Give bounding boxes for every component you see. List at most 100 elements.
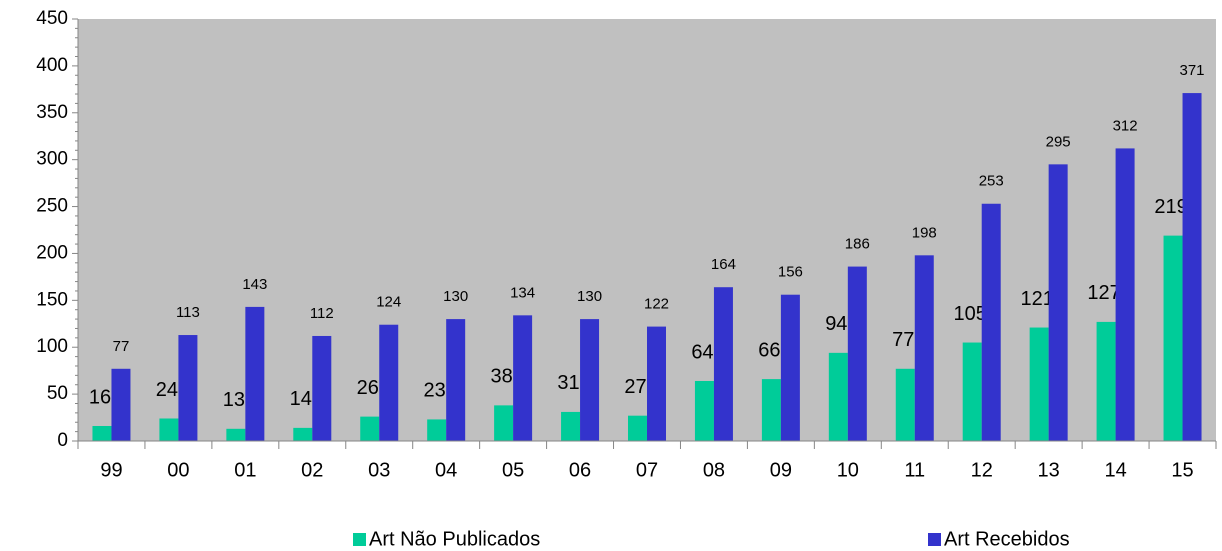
x-tick-label: 09 — [770, 459, 792, 481]
x-tick-label: 99 — [100, 459, 122, 481]
value-label: 121 — [1020, 288, 1053, 310]
value-label: 26 — [357, 377, 379, 399]
value-label: 130 — [577, 288, 602, 305]
bar — [561, 411, 581, 441]
bar — [780, 294, 800, 441]
bar — [1163, 235, 1183, 441]
y-tick-label: 400 — [36, 55, 68, 76]
y-tick-label: 150 — [36, 289, 68, 310]
bar — [847, 266, 867, 441]
y-tick-label: 250 — [36, 196, 68, 217]
bar — [245, 306, 265, 441]
x-tick-label: 12 — [971, 459, 993, 481]
bar — [159, 418, 179, 441]
bar — [178, 335, 198, 441]
value-label: 23 — [424, 380, 446, 402]
bar — [1048, 164, 1068, 441]
bar — [1115, 148, 1135, 441]
bar — [713, 287, 733, 441]
bar — [580, 319, 600, 441]
x-tick-label: 06 — [569, 459, 591, 481]
legend-swatch — [928, 533, 941, 546]
bar — [379, 324, 399, 441]
bar — [694, 380, 714, 441]
bar — [312, 335, 332, 441]
value-label: 186 — [845, 236, 870, 253]
value-label: 156 — [778, 264, 803, 281]
value-label: 66 — [758, 339, 780, 361]
y-tick-label: 300 — [36, 149, 68, 170]
value-label: 219 — [1154, 196, 1187, 218]
bar — [895, 368, 915, 441]
value-label: 77 — [113, 338, 130, 355]
value-label: 130 — [443, 288, 468, 305]
value-label: 27 — [624, 376, 646, 398]
x-tick-label: 05 — [502, 459, 524, 481]
bar — [360, 416, 380, 441]
bar — [494, 405, 514, 441]
y-tick-label: 350 — [36, 102, 68, 123]
x-tick-label: 04 — [435, 459, 457, 481]
y-tick-label: 50 — [47, 383, 68, 404]
bar — [513, 315, 533, 441]
bar — [293, 427, 313, 441]
bar — [761, 379, 781, 441]
value-label: 198 — [912, 224, 937, 241]
value-label: 122 — [644, 296, 669, 313]
value-label: 164 — [711, 256, 736, 273]
value-label: 16 — [89, 386, 111, 408]
y-tick-label: 450 — [36, 8, 68, 29]
value-label: 94 — [825, 313, 847, 335]
value-label: 64 — [691, 341, 713, 363]
value-label: 112 — [310, 305, 334, 322]
bar — [647, 326, 666, 441]
y-tick-label: 100 — [36, 336, 68, 357]
legend-swatch — [353, 533, 366, 546]
x-tick-label: 01 — [234, 459, 256, 481]
bar — [92, 425, 112, 441]
x-tick-label: 00 — [167, 459, 189, 481]
bar — [981, 203, 1001, 441]
x-tick-label: 13 — [1038, 459, 1060, 481]
value-label: 143 — [242, 276, 267, 293]
bar — [111, 368, 131, 441]
value-label: 24 — [156, 379, 178, 401]
bar — [226, 428, 246, 441]
legend-label: Art Não Publicados — [369, 528, 540, 550]
x-tick-label: 08 — [703, 459, 725, 481]
bar — [962, 342, 982, 441]
x-tick-label: 11 — [904, 459, 925, 481]
value-label: 14 — [290, 388, 312, 410]
x-tick-label: 15 — [1171, 459, 1193, 481]
value-label: 127 — [1087, 282, 1120, 304]
bar — [628, 415, 647, 441]
value-label: 77 — [892, 329, 914, 351]
value-label: 253 — [979, 173, 1004, 190]
value-label: 134 — [510, 284, 535, 301]
value-label: 13 — [223, 389, 245, 411]
legend-label: Art Recebidos — [944, 528, 1070, 550]
y-tick-label: 0 — [57, 430, 68, 451]
bar — [1029, 327, 1049, 441]
bar — [446, 319, 466, 441]
value-label: 295 — [1046, 133, 1071, 150]
x-tick-label: 14 — [1104, 459, 1126, 481]
value-label: 31 — [557, 372, 579, 394]
bar — [914, 255, 934, 441]
value-label: 371 — [1180, 62, 1205, 79]
value-label: 38 — [490, 366, 512, 388]
x-tick-label: 10 — [837, 459, 859, 481]
bar — [1182, 93, 1202, 441]
x-tick-label: 03 — [368, 459, 390, 481]
y-tick-label: 200 — [36, 242, 68, 263]
value-label: 124 — [376, 294, 401, 311]
bar — [427, 419, 447, 441]
value-label: 312 — [1113, 117, 1138, 134]
bar — [828, 352, 848, 441]
x-tick-label: 07 — [636, 459, 658, 481]
x-tick-label: 02 — [301, 459, 323, 481]
value-label: 105 — [954, 303, 987, 325]
value-label: 113 — [176, 304, 200, 321]
bar — [1096, 321, 1116, 441]
